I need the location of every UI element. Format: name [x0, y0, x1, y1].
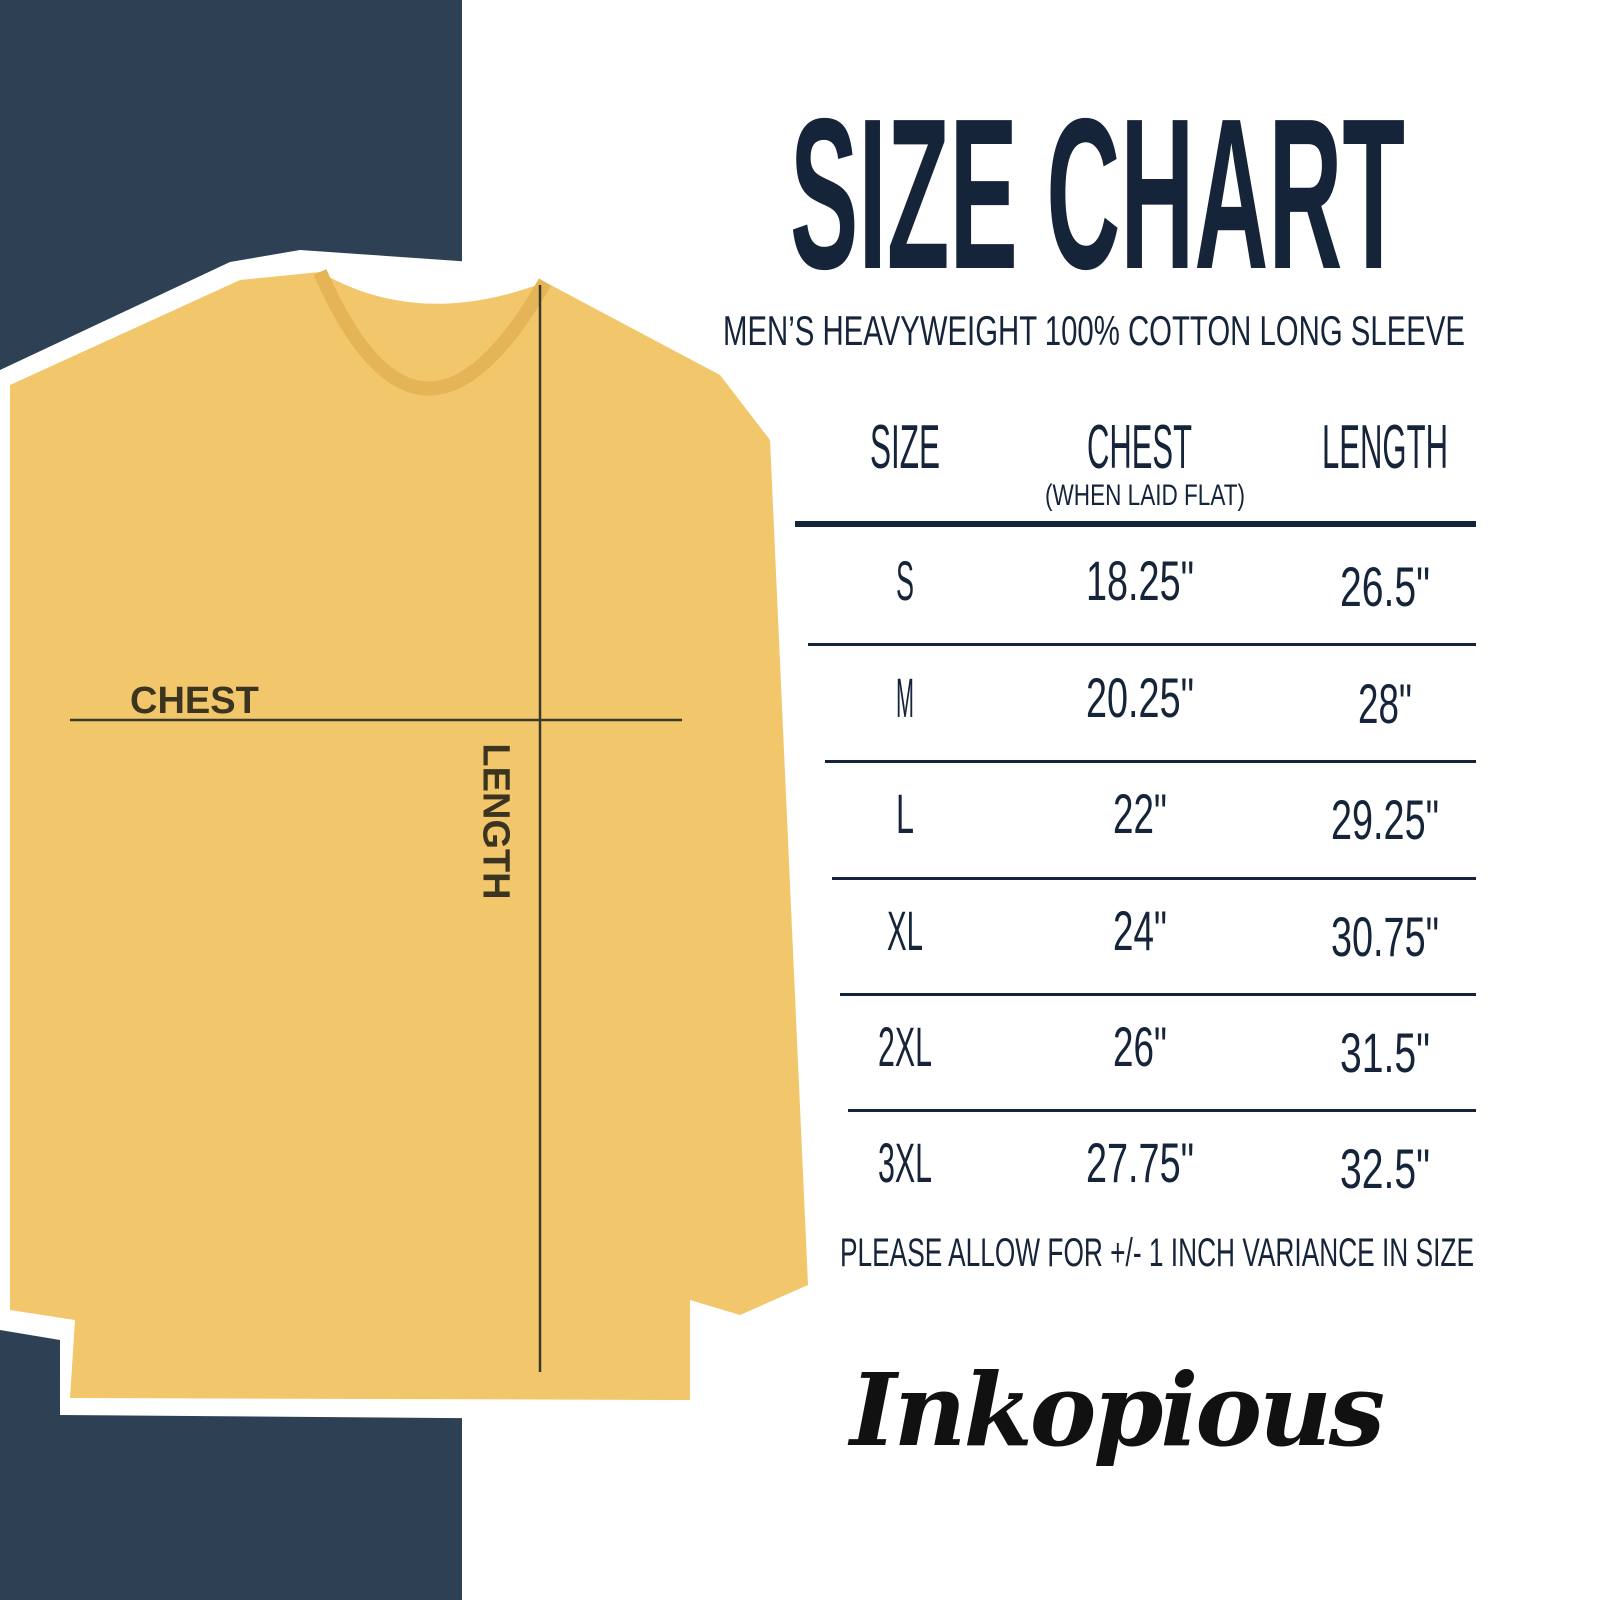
table-row: 3XL 27.75" 32.5" [878, 1131, 1430, 1200]
table-row: L 22" 29.25" [896, 782, 1439, 851]
header-length: LENGTH [1322, 413, 1448, 482]
chest-label: CHEST [130, 680, 259, 722]
size-cell: S [896, 549, 914, 612]
size-cell: M [896, 666, 914, 729]
header-divider [795, 521, 1476, 527]
shirt-diagram [10, 269, 808, 1400]
chest-cell: 26" [1113, 1015, 1167, 1078]
table-row: M 20.25" 28" [896, 666, 1412, 735]
inkopious-logo: Inkopious [850, 1340, 1385, 1490]
size-cell: 2XL [878, 1015, 932, 1078]
length-cell: 31.5" [1340, 1021, 1430, 1084]
length-cell: 28" [1358, 672, 1412, 735]
row-divider [825, 760, 1476, 763]
table-body: S 18.25" 26.5" M 20.25" 28" L 22" 29.25" XL 24" 30.… [808, 549, 1476, 1200]
length-cell: 29.25" [1331, 788, 1439, 851]
shirt-body [10, 272, 808, 1400]
chest-cell: 20.25" [1086, 666, 1194, 729]
header-chest: CHEST [1087, 413, 1192, 482]
size-cell: L [896, 782, 914, 845]
row-divider [832, 877, 1476, 880]
table-row: 2XL 26" 31.5" [878, 1015, 1430, 1084]
length-cell: 32.5" [1340, 1137, 1430, 1200]
chest-cell: 24" [1113, 899, 1167, 962]
length-cell: 30.75" [1331, 905, 1439, 968]
table-row: S 18.25" 26.5" [896, 549, 1430, 618]
chest-cell: 18.25" [1086, 549, 1194, 612]
chest-cell: 27.75" [1086, 1131, 1194, 1194]
row-divider [848, 1109, 1476, 1112]
table-row: XL 24" 30.75" [887, 899, 1439, 968]
size-cell: 3XL [878, 1131, 932, 1194]
size-cell: XL [887, 899, 923, 962]
chest-cell: 22" [1113, 782, 1167, 845]
shirt-collar [313, 269, 552, 396]
row-divider [808, 643, 1476, 646]
logo-text: Inkopious [850, 1351, 1385, 1469]
variance-note: PLEASE ALLOW FOR +/- 1 INCH VARIANCE IN … [840, 1231, 1474, 1275]
row-divider [840, 993, 1476, 996]
subtitle: MEN’S HEAVYWEIGHT 100% COTTON LONG SLEEV… [723, 307, 1465, 354]
length-cell: 26.5" [1340, 555, 1430, 618]
header-size: SIZE [870, 413, 940, 482]
chest-note: (WHEN LAID FLAT) [1045, 479, 1245, 512]
page-title: SIZE CHART [790, 73, 1405, 314]
